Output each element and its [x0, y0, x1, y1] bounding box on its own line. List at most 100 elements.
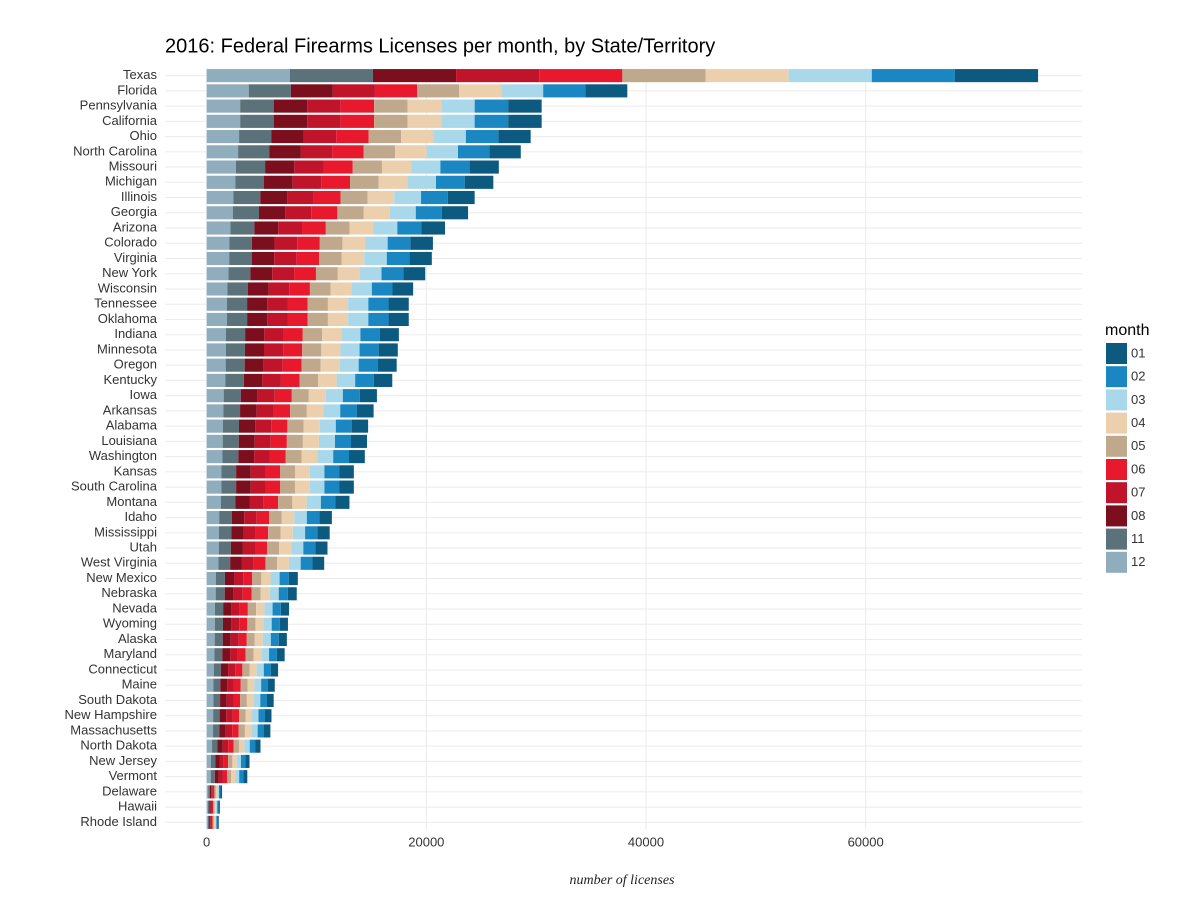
bar-segment — [335, 495, 350, 509]
legend-label: 02 — [1131, 369, 1145, 384]
bar-segment — [260, 190, 288, 205]
bar-segment — [253, 648, 262, 662]
bar-segment — [266, 693, 274, 708]
bar-segment — [271, 419, 288, 433]
bar-segment — [349, 221, 374, 235]
bar-segment — [227, 282, 248, 296]
bar-segment — [245, 328, 265, 342]
bar-segment — [263, 663, 271, 677]
bar-segment — [261, 678, 268, 692]
chart-title: 2016: Federal Firearms Licenses per mont… — [165, 35, 715, 57]
y-tick-label: North Carolina — [73, 143, 158, 158]
bar-segment — [294, 465, 310, 479]
bar-segment — [415, 206, 442, 220]
bar-segment — [378, 175, 408, 189]
bar-segment — [206, 358, 226, 372]
bar-segment — [447, 190, 475, 205]
bar-segment — [211, 815, 213, 829]
bar-segment — [269, 511, 282, 525]
bar-segment — [223, 754, 229, 768]
bar-segment — [302, 343, 322, 357]
bar-segment — [245, 754, 250, 768]
y-tick-label: Washington — [89, 448, 157, 463]
bar-segment — [263, 358, 283, 372]
bar-segment — [267, 297, 288, 311]
bar-segment — [206, 130, 240, 144]
bar-segment — [217, 785, 219, 799]
bar-segment — [297, 236, 320, 250]
bar-segment — [226, 312, 248, 327]
bar-segment — [272, 267, 295, 281]
bar-segment — [206, 770, 211, 784]
bar-segment — [235, 175, 265, 189]
bar-segment — [279, 617, 288, 631]
bar-segment — [307, 297, 328, 311]
bar-segment — [274, 236, 298, 250]
bar-segment — [327, 297, 349, 311]
bar-segment — [219, 511, 232, 525]
bar-segment — [407, 175, 436, 189]
bar-segment — [246, 693, 254, 708]
bar-segment — [339, 480, 354, 494]
bar-segment — [244, 724, 252, 738]
bar-segment — [290, 84, 333, 98]
bar-segment — [352, 160, 382, 174]
bar-segment — [339, 465, 354, 479]
bar-segment — [238, 419, 256, 433]
bar-segment — [388, 312, 409, 327]
bar-segment — [206, 328, 226, 342]
bar-segment — [321, 175, 351, 189]
bar-segment — [238, 450, 255, 464]
bar-segment — [206, 251, 230, 266]
bar-segment — [267, 541, 280, 555]
bar-segment — [239, 709, 246, 723]
y-tick-label: Michigan — [105, 174, 157, 189]
bar-segment — [271, 617, 280, 631]
bar-segment — [206, 297, 227, 311]
bar-segment — [213, 693, 221, 708]
bar-segment — [245, 648, 254, 662]
bar-segment — [213, 663, 221, 677]
bar-segment — [622, 69, 706, 83]
bar-segment — [342, 389, 360, 403]
bar-segment — [206, 602, 215, 616]
bar-segment — [217, 800, 219, 814]
bar-segment — [381, 160, 412, 174]
bar-segment — [206, 709, 214, 723]
bar-segment — [223, 602, 232, 616]
bar-segment — [244, 511, 257, 525]
legend-swatch — [1106, 435, 1127, 457]
bar-segment — [265, 465, 281, 479]
bar-segment — [300, 145, 333, 159]
bar-segment — [251, 724, 258, 738]
bar-segment — [287, 312, 308, 327]
y-tick-label: Hawaii — [118, 799, 157, 814]
y-tick-label: Wyoming — [103, 616, 157, 631]
bar-segment — [440, 160, 470, 174]
bar-segment — [215, 571, 225, 586]
legend-label: 01 — [1131, 345, 1145, 360]
bar-segment — [223, 389, 241, 403]
bar-segment — [238, 739, 245, 753]
bar-segment — [318, 434, 335, 448]
bar-segment — [255, 419, 272, 433]
bar-segment — [285, 450, 302, 464]
bar-segment — [226, 693, 234, 708]
bar-segment — [416, 84, 460, 98]
bar-segment — [325, 221, 350, 235]
bar-segment — [247, 282, 269, 296]
bar-segment — [214, 785, 216, 799]
bar-segment — [341, 251, 365, 266]
bar-segment — [220, 678, 228, 692]
bar-segment — [238, 434, 255, 448]
bar-segment — [206, 221, 231, 235]
bar-segment — [349, 450, 365, 464]
y-tick-label: Kentucky — [104, 372, 158, 387]
bar-segment — [210, 754, 216, 768]
bar-segment — [218, 541, 231, 555]
bar-segment — [222, 450, 239, 464]
bar-segment — [355, 373, 374, 387]
bar-segment — [217, 815, 219, 829]
bar-segment — [294, 267, 316, 281]
y-tick-label: Alaska — [118, 631, 158, 646]
